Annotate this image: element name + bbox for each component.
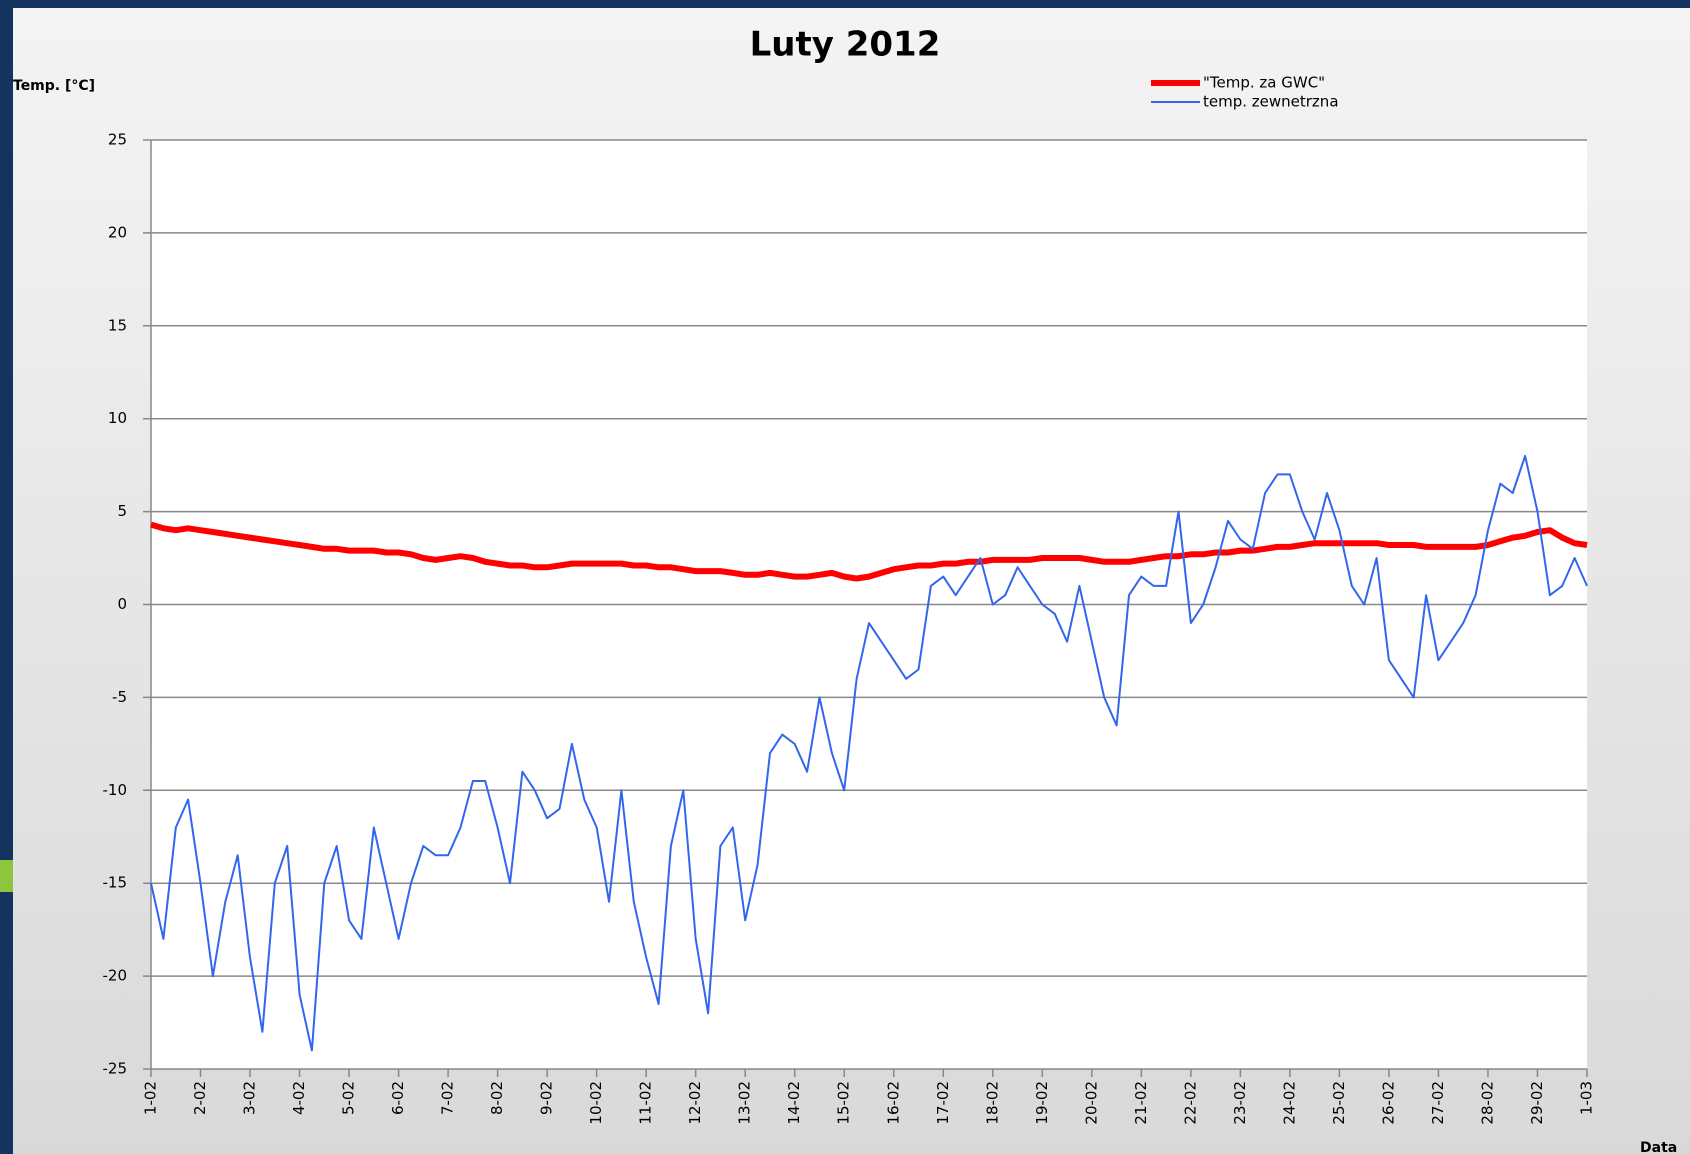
y-tick-label: 25 — [108, 131, 127, 149]
x-tick-label: 1-02 — [142, 1081, 160, 1115]
x-tick-label: 20-02 — [1082, 1081, 1100, 1125]
x-tick-label: 8-02 — [488, 1081, 506, 1115]
y-tick-label: -10 — [103, 781, 128, 799]
x-tick-label: 29-02 — [1528, 1081, 1546, 1125]
series-line — [150, 454, 1588, 1052]
x-tick-label: 14-02 — [785, 1081, 803, 1125]
x-tick-label: 28-02 — [1478, 1081, 1496, 1125]
x-axis-label: Data — [1640, 1140, 1677, 1154]
x-tick-label: 5-02 — [340, 1081, 358, 1115]
x-tick-label: 18-02 — [983, 1081, 1001, 1125]
x-tick-label: 13-02 — [736, 1081, 754, 1125]
chart-title: Luty 2012 — [750, 25, 941, 65]
x-tick-label: 1-03 — [1578, 1081, 1596, 1115]
y-tick-label: 15 — [108, 316, 127, 334]
x-tick-label: 19-02 — [1033, 1081, 1051, 1125]
y-axis-label: Temp. [°C] — [13, 78, 95, 94]
y-tick-label: -20 — [103, 967, 128, 985]
x-tick-label: 10-02 — [587, 1081, 605, 1125]
x-tick-label: 6-02 — [389, 1081, 407, 1115]
x-tick-label: 3-02 — [241, 1081, 259, 1115]
x-tick-label: 11-02 — [637, 1081, 655, 1125]
x-tick-label: 26-02 — [1379, 1081, 1397, 1125]
x-tick-label: 12-02 — [686, 1081, 704, 1125]
x-tick-label: 9-02 — [538, 1081, 556, 1115]
legend-label: "Temp. za GWC" — [1203, 74, 1325, 92]
legend-label: temp. zewnetrzna — [1203, 93, 1339, 111]
series-line — [150, 521, 1588, 582]
frame-accent — [0, 860, 13, 892]
x-tick-label: 17-02 — [934, 1081, 952, 1125]
y-tick-label: 0 — [117, 595, 127, 613]
x-tick-label: 21-02 — [1132, 1081, 1150, 1125]
x-tick-label: 27-02 — [1429, 1081, 1447, 1125]
x-tick-label: 7-02 — [439, 1081, 457, 1115]
y-tick-label: -15 — [103, 874, 128, 892]
x-tick-label: 16-02 — [884, 1081, 902, 1125]
x-tick-label: 24-02 — [1280, 1081, 1298, 1125]
y-tick-label: 20 — [108, 223, 127, 241]
y-tick-label: -5 — [112, 688, 127, 706]
y-tick-label: 10 — [108, 409, 127, 427]
y-tick-label: 5 — [117, 502, 127, 520]
x-tick-label: 22-02 — [1181, 1081, 1199, 1125]
x-tick-label: 23-02 — [1231, 1081, 1249, 1125]
y-tick-label: -25 — [103, 1060, 128, 1078]
x-tick-label: 2-02 — [191, 1081, 209, 1115]
x-tick-label: 15-02 — [835, 1081, 853, 1125]
x-tick-label: 25-02 — [1330, 1081, 1348, 1125]
x-tick-label: 4-02 — [290, 1081, 308, 1115]
